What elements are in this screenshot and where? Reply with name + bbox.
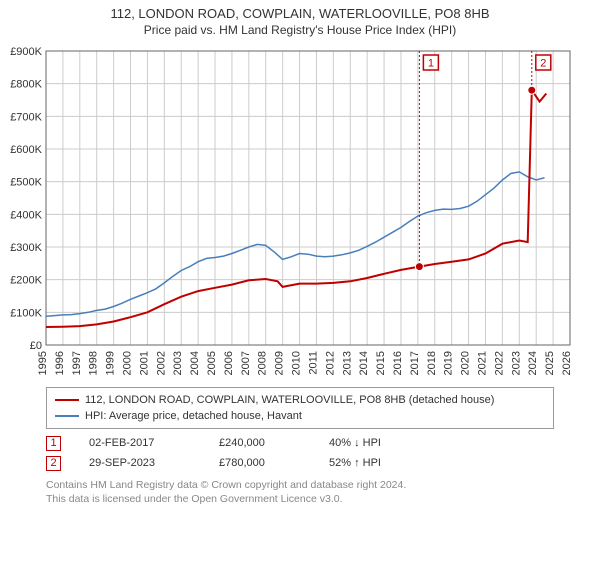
svg-text:1995: 1995 [37, 351, 49, 375]
svg-text:2002: 2002 [155, 351, 167, 375]
svg-text:£300K: £300K [10, 242, 42, 254]
svg-text:2023: 2023 [510, 351, 522, 375]
svg-text:2000: 2000 [122, 351, 134, 375]
svg-text:2006: 2006 [223, 351, 235, 375]
event-row: 2 29-SEP-2023 £780,000 52% ↑ HPI [46, 453, 554, 473]
svg-text:2022: 2022 [493, 351, 505, 375]
svg-text:1999: 1999 [105, 351, 117, 375]
event-date: 29-SEP-2023 [89, 457, 219, 469]
chart-title: 112, LONDON ROAD, COWPLAIN, WATERLOOVILL… [0, 6, 600, 21]
svg-text:2010: 2010 [291, 351, 303, 375]
svg-text:2026: 2026 [561, 351, 573, 375]
events-table: 1 02-FEB-2017 £240,000 40% ↓ HPI 2 29-SE… [46, 433, 554, 473]
svg-text:£700K: £700K [10, 111, 42, 123]
svg-text:2012: 2012 [324, 351, 336, 375]
svg-text:2004: 2004 [189, 351, 201, 375]
svg-text:2005: 2005 [206, 351, 218, 375]
svg-text:£100K: £100K [10, 307, 42, 319]
legend-item: HPI: Average price, detached house, Hava… [55, 408, 545, 424]
svg-text:£0: £0 [30, 340, 42, 352]
footer-line: Contains HM Land Registry data © Crown c… [46, 479, 554, 493]
legend-label: 112, LONDON ROAD, COWPLAIN, WATERLOOVILL… [85, 394, 494, 406]
footer-line: This data is licensed under the Open Gov… [46, 493, 554, 507]
svg-text:1997: 1997 [71, 351, 83, 375]
event-price: £780,000 [219, 457, 329, 469]
event-marker-icon: 1 [46, 436, 61, 451]
svg-text:£900K: £900K [10, 46, 42, 58]
svg-text:2003: 2003 [172, 351, 184, 375]
series-price_paid [46, 90, 546, 327]
svg-text:£200K: £200K [10, 275, 42, 287]
line-chart-svg: £0 £100K £200K £300K £400K £500K £600K £700K £80… [0, 41, 600, 381]
legend-swatch [55, 399, 79, 401]
chart-area: £0 £100K £200K £300K £400K £500K £600K £700K £80… [0, 41, 600, 381]
svg-text:2008: 2008 [257, 351, 269, 375]
svg-text:2025: 2025 [544, 351, 556, 375]
svg-text:2018: 2018 [426, 351, 438, 375]
svg-text:£500K: £500K [10, 177, 42, 189]
svg-text:1: 1 [428, 58, 434, 70]
event-delta: 40% ↓ HPI [329, 437, 449, 449]
event-marker-icon: 2 [46, 456, 61, 471]
svg-text:2019: 2019 [443, 351, 455, 375]
svg-text:2016: 2016 [392, 351, 404, 375]
legend-item: 112, LONDON ROAD, COWPLAIN, WATERLOOVILL… [55, 392, 545, 408]
svg-text:£800K: £800K [10, 79, 42, 91]
svg-text:2021: 2021 [476, 351, 488, 375]
svg-text:2020: 2020 [460, 351, 472, 375]
legend: 112, LONDON ROAD, COWPLAIN, WATERLOOVILL… [46, 387, 554, 429]
event-delta: 52% ↑ HPI [329, 457, 449, 469]
svg-text:2011: 2011 [307, 351, 319, 375]
legend-label: HPI: Average price, detached house, Hava… [85, 410, 302, 422]
series-hpi [46, 172, 545, 316]
svg-text:2014: 2014 [358, 351, 370, 375]
svg-text:£400K: £400K [10, 209, 42, 221]
legend-swatch [55, 415, 79, 417]
svg-text:2013: 2013 [341, 351, 353, 375]
svg-text:2: 2 [540, 58, 546, 70]
svg-text:2017: 2017 [409, 351, 421, 375]
event-price: £240,000 [219, 437, 329, 449]
footer-attribution: Contains HM Land Registry data © Crown c… [46, 479, 554, 506]
svg-text:2001: 2001 [138, 351, 150, 375]
svg-text:£600K: £600K [10, 144, 42, 156]
svg-text:2024: 2024 [527, 351, 539, 375]
event-date: 02-FEB-2017 [89, 437, 219, 449]
svg-text:2007: 2007 [240, 351, 252, 375]
svg-text:2015: 2015 [375, 351, 387, 375]
chart-subtitle: Price paid vs. HM Land Registry's House … [0, 23, 600, 37]
svg-text:2009: 2009 [274, 351, 286, 375]
svg-text:1998: 1998 [88, 351, 100, 375]
event-row: 1 02-FEB-2017 £240,000 40% ↓ HPI [46, 433, 554, 453]
svg-text:1996: 1996 [54, 351, 66, 375]
